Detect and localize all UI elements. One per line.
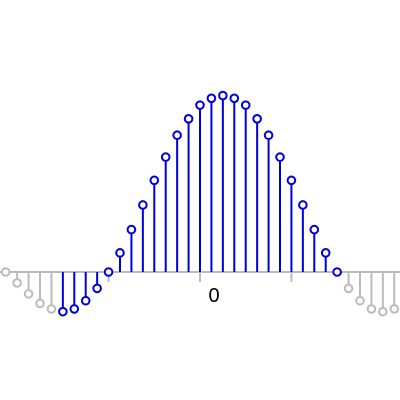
stem-marker xyxy=(69,304,80,314)
stem-marker xyxy=(160,152,171,162)
stem-marker xyxy=(138,200,148,210)
stem-active xyxy=(69,272,80,314)
stem-marker xyxy=(206,93,217,104)
stem-inactive xyxy=(35,272,45,309)
stem-marker xyxy=(320,248,331,258)
stem-marker xyxy=(12,278,22,288)
tick-label-layer: 0 xyxy=(208,285,219,307)
stem-active xyxy=(195,100,205,272)
stem-active xyxy=(183,114,194,272)
stem-marker xyxy=(263,130,274,141)
x-tick-label-zero: 0 xyxy=(208,285,219,307)
stem-active xyxy=(298,200,308,272)
stem-active xyxy=(309,224,320,272)
stem-active xyxy=(229,93,240,272)
stem-inactive xyxy=(46,272,57,314)
stem-active xyxy=(126,224,137,272)
stem-active xyxy=(115,248,125,272)
stem-inactive xyxy=(378,272,388,317)
stem-active xyxy=(80,272,91,306)
stem-marker xyxy=(35,298,45,309)
stem-series xyxy=(0,90,400,317)
stem-marker xyxy=(46,304,57,314)
stem-marker xyxy=(218,90,228,101)
stem-active xyxy=(332,267,342,277)
stem-marker xyxy=(149,175,160,186)
stem-marker xyxy=(343,283,354,294)
stem-active xyxy=(263,130,274,272)
stem-inactive xyxy=(23,272,34,299)
stem-inactive xyxy=(343,272,354,294)
stem-active xyxy=(275,152,285,272)
stem-active xyxy=(286,175,297,272)
stem-inactive xyxy=(366,272,377,314)
stem-active xyxy=(149,175,160,272)
stem-marker xyxy=(92,283,102,294)
stem-active xyxy=(172,130,182,272)
stem-marker xyxy=(229,93,240,104)
stem-active xyxy=(252,114,262,272)
stem-marker xyxy=(309,224,320,235)
stem-marker xyxy=(240,100,251,110)
stem-marker xyxy=(332,267,342,277)
stem-inactive xyxy=(12,272,22,288)
stem-marker xyxy=(80,295,91,306)
stem-active xyxy=(240,100,251,272)
stem-inactive xyxy=(0,267,11,277)
stem-inactive xyxy=(389,272,400,314)
stem-marker xyxy=(183,114,194,124)
stem-marker xyxy=(355,295,365,306)
stem-marker xyxy=(58,306,68,317)
stem-marker xyxy=(103,267,114,277)
stem-marker xyxy=(115,248,125,258)
stem-inactive xyxy=(355,272,365,306)
stem-marker xyxy=(252,114,262,124)
stem-active xyxy=(92,272,102,294)
stem-marker xyxy=(298,200,308,210)
stem-active xyxy=(138,200,148,272)
stem-marker xyxy=(0,267,11,277)
stem-marker xyxy=(172,130,182,141)
stem-active xyxy=(218,90,228,272)
stem-active xyxy=(160,152,171,272)
stem-active xyxy=(320,248,331,272)
stem-marker xyxy=(389,304,400,314)
stem-marker xyxy=(366,304,377,314)
stem-marker xyxy=(378,306,388,317)
stem-marker xyxy=(23,289,34,299)
stem-marker xyxy=(195,100,205,110)
stem-active xyxy=(58,272,68,317)
stem-marker xyxy=(286,175,297,186)
stem-active xyxy=(206,93,217,272)
stem-marker xyxy=(275,152,285,162)
stem-marker xyxy=(126,224,137,235)
stem-active xyxy=(103,267,114,277)
